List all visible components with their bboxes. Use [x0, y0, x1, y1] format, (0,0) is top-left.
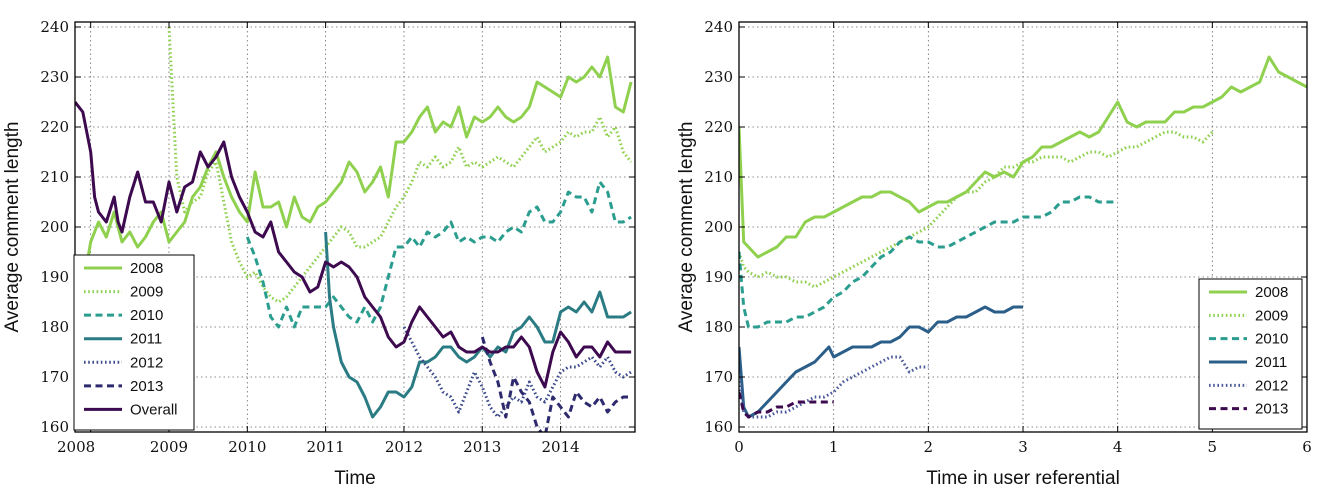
legend-label: 2009 [1255, 307, 1288, 324]
legend-label: 2008 [130, 260, 163, 277]
y-tick-label: 230 [704, 68, 733, 86]
x-tick-label: 2008 [57, 438, 95, 456]
legend: 2008 2009 2010 2011 2012 2013 [1198, 278, 1303, 430]
legend-label: 2011 [130, 331, 162, 348]
series-group [739, 55, 1307, 419]
x-axis-title: Time [334, 468, 376, 489]
legend-label: 2012 [130, 354, 163, 371]
y-tick-label: 170 [40, 368, 69, 386]
series-line-2010 [245, 180, 632, 329]
chart-panel-2: 0 1 2 3 4 5 6 160 170 180 190 200 210 220 230 240 Time i… [676, 18, 1312, 489]
series-group [75, 26, 633, 432]
y-axis-title: Average comment length [676, 122, 697, 333]
y-tick-label: 240 [704, 18, 733, 36]
y-tick-label: 190 [40, 268, 69, 286]
y-tick-label: 200 [704, 218, 733, 236]
y-tick-label: 160 [704, 418, 733, 436]
x-tick-label: 2013 [463, 438, 501, 456]
x-tick-label: 3 [1018, 438, 1028, 456]
y-tick-label: 180 [40, 318, 69, 336]
legend-label: 2012 [1255, 377, 1288, 394]
legend-label: 2013 [1255, 401, 1288, 418]
y-tick-label: 200 [40, 218, 69, 236]
series-line-2011 [324, 231, 632, 419]
y-tick-label: 210 [40, 168, 69, 186]
y-tick-label: 230 [40, 68, 69, 86]
y-tick-label: 170 [704, 368, 733, 386]
legend: 2008 2009 2010 2011 2012 2013 Overall [73, 254, 195, 431]
series-line-2008 [81, 55, 633, 288]
series-line-2009 [739, 130, 1214, 289]
x-tick-label: 2011 [307, 438, 345, 456]
legend-label: 2009 [130, 284, 163, 301]
chart-panel-1: 2008 2009 2010 2011 2012 2013 2014 160 170 180 190… [2, 18, 636, 489]
legend-label: 2010 [130, 307, 163, 324]
series-line-2009 [167, 26, 633, 304]
legend-label: Overall [130, 401, 178, 418]
y-axis-title: Average comment length [2, 122, 23, 333]
y-tick-label: 210 [704, 168, 733, 186]
legend-box [73, 254, 195, 431]
x-tick-label: 2010 [228, 438, 266, 456]
legend-label: 2013 [130, 378, 163, 395]
x-axis-title: Time in user referential [926, 468, 1120, 489]
series-line-overall [75, 101, 632, 389]
series-line-2008 [739, 55, 1307, 259]
legend-box [1198, 278, 1303, 430]
y-tick-label: 160 [40, 418, 69, 436]
x-tick-label: 5 [1208, 438, 1218, 456]
y-tick-label: 220 [704, 118, 733, 136]
y-tick-label: 240 [40, 18, 69, 36]
x-tick-label: 2014 [542, 438, 580, 456]
x-tick-label: 2 [924, 438, 934, 456]
x-tick-label: 2012 [385, 438, 423, 456]
series-line-2013 [739, 391, 834, 419]
x-tick-label: 1 [829, 438, 839, 456]
legend-label: 2011 [1255, 354, 1287, 371]
series-line-2013 [480, 336, 632, 432]
x-tick-label: 0 [734, 438, 744, 456]
y-tick-label: 180 [704, 318, 733, 336]
series-line-2011 [739, 305, 1023, 419]
y-tick-label: 220 [40, 118, 69, 136]
x-tick-label: 2009 [150, 438, 188, 456]
legend-label: 2008 [1255, 284, 1288, 301]
x-tick-label: 4 [1113, 438, 1123, 456]
y-tick-label: 190 [704, 268, 733, 286]
legend-label: 2010 [1255, 331, 1288, 348]
x-tick-label: 6 [1302, 438, 1312, 456]
